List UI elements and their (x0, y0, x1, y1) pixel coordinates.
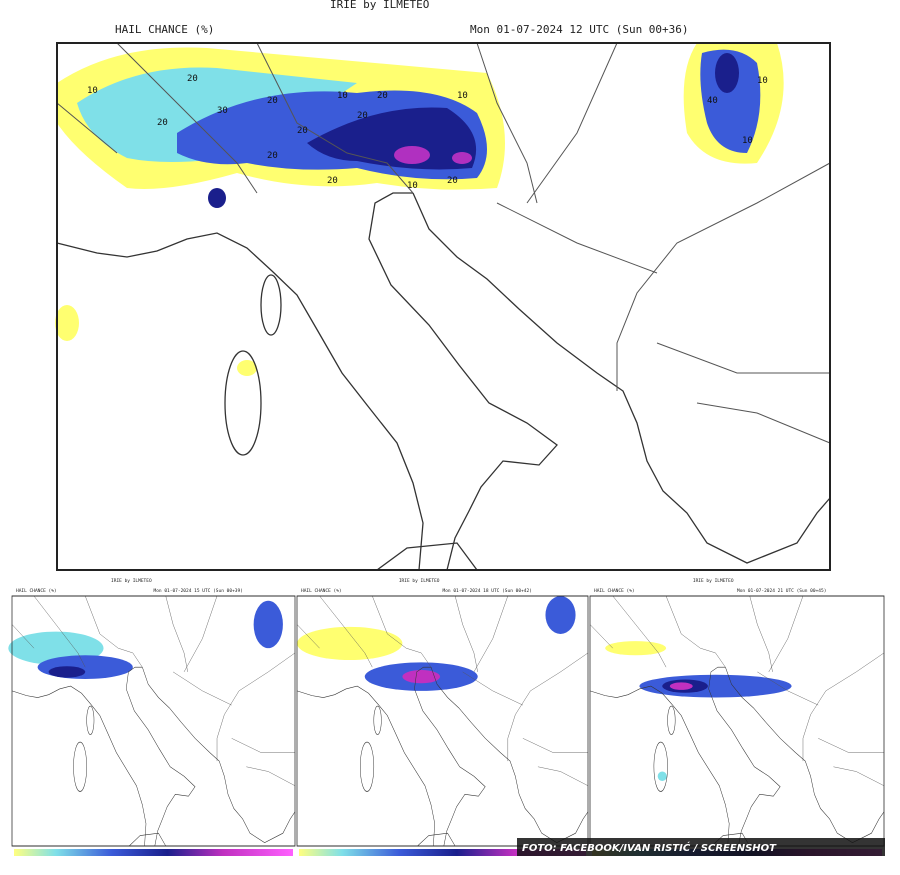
panel-map (589, 595, 885, 847)
panel-valid-time: Mon 01-07-2024 21 UTC (Sun 00+45) (737, 588, 826, 594)
contour-label: 40 (707, 96, 718, 106)
hail-field (253, 600, 283, 649)
hail-field (297, 626, 403, 661)
panel-variable: HAIL CHANCE (%) (301, 588, 342, 594)
panel-title: IRIE by ILMETEO (693, 578, 734, 584)
contour-label: 20 (447, 176, 458, 186)
hail-field (402, 670, 441, 684)
contour-label: 20 (267, 151, 278, 161)
credit-bg (517, 838, 885, 856)
contour-label: 20 (157, 118, 168, 128)
contour-labels: 10 20 20 30 20 20 10 20 20 20 10 20 10 20 40 10 10 (87, 74, 768, 191)
contour-label: 20 (187, 74, 198, 84)
contour-label: 20 (297, 126, 308, 136)
small-panel: IRIE by ILMETEO HAIL CHANCE (%) Mon 01-07-… (8, 578, 296, 856)
small-panel: IRIE by ILMETEO HAIL CHANCE (%) Mon 01-07-… (296, 578, 589, 856)
small-panels: IRIE by ILMETEO HAIL CHANCE (%) Mon 01-07-… (8, 578, 885, 856)
hail-field (48, 666, 86, 678)
hail-field (657, 771, 667, 782)
contour-label: 20 (267, 96, 278, 106)
color-bar (14, 849, 293, 856)
hail-field (605, 641, 667, 656)
contour-label: 20 (327, 176, 338, 186)
contour-label: 10 (742, 136, 753, 146)
contour-label: 10 (757, 76, 768, 86)
color-bar (299, 849, 586, 856)
map-outline (589, 595, 885, 847)
main-map: 10 20 20 30 20 20 10 20 20 20 10 20 10 20 40 10 10 (55, 42, 831, 571)
panel-map (8, 595, 296, 847)
map-title: IRIE by ILMETEO (330, 0, 429, 11)
contour-label: 10 (407, 181, 418, 191)
contour-label: 30 (217, 106, 228, 116)
hail-field (545, 596, 576, 634)
hail-field (669, 682, 693, 690)
panel-valid-time: Mon 01-07-2024 15 UTC (Sun 00+39) (154, 588, 243, 594)
hail-field (55, 43, 784, 376)
panel-title: IRIE by ILMETEO (111, 578, 152, 584)
photo-credit: FOTO: FACEBOOK/IVAN RISTIĆ / SCREENSHOT (522, 841, 777, 854)
contour-label: 10 (457, 91, 468, 101)
panel-valid-time: Mon 01-07-2024 18 UTC (Sun 00+42) (443, 588, 532, 594)
contour-label: 10 (87, 86, 98, 96)
small-panel: IRIE by ILMETEO HAIL CHANCE (%) Mon 01-07-… (589, 578, 885, 856)
valid-time: Mon 01-07-2024 12 UTC (Sun 00+36) (470, 23, 689, 36)
panel-title: IRIE by ILMETEO (399, 578, 440, 584)
panel-variable: HAIL CHANCE (%) (594, 588, 635, 594)
variable-label: HAIL CHANCE (%) (115, 23, 214, 36)
contour-label: 20 (357, 111, 368, 121)
panel-variable: HAIL CHANCE (%) (16, 588, 57, 594)
contour-label: 10 (337, 91, 348, 101)
contour-label: 20 (377, 91, 388, 101)
panel-map (296, 595, 589, 847)
